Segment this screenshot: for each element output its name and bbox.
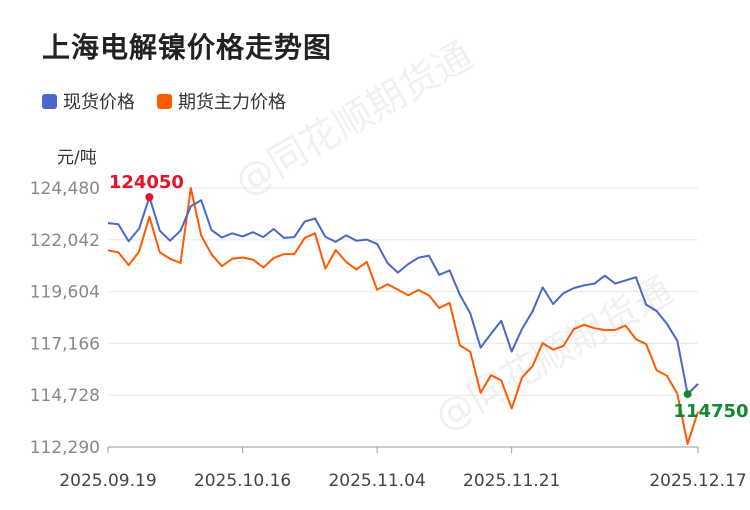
legend-item-futures[interactable]: 期货主力价格 — [157, 88, 286, 114]
legend-label-spot: 现货价格 — [63, 92, 135, 113]
y-axis-unit: 元/吨 — [57, 148, 97, 168]
y-tick-label: 112,290 — [30, 438, 100, 458]
x-tick-label: 2025.11.21 — [463, 471, 560, 491]
chart-title: 上海电解镍价格走势图 — [42, 31, 333, 64]
y-tick-label: 114,728 — [30, 386, 100, 406]
y-tick-label: 117,166 — [30, 334, 100, 354]
series-line-futures — [107, 187, 699, 445]
y-tick-label: 124,480 — [30, 179, 100, 199]
series-line-spot — [107, 196, 699, 396]
min-value-label: 114750 — [673, 401, 748, 422]
x-tick-label: 2025.10.16 — [194, 471, 291, 491]
max-value-label: 124050 — [109, 172, 184, 193]
legend-swatch-futures — [157, 93, 172, 109]
y-tick-label: 122,042 — [30, 231, 100, 251]
y-axis-ticks: 124,480 122,042 119,604 117,166 114,728 112,2… — [30, 179, 100, 458]
y-tick-label: 119,604 — [30, 283, 100, 303]
legend-label-futures: 期货主力价格 — [178, 92, 286, 113]
legend-swatch-spot — [42, 93, 57, 109]
max-point-marker — [145, 193, 154, 202]
grid-lines — [108, 187, 698, 448]
min-point-marker — [683, 390, 692, 399]
annotation-markers: 124050 114750 — [109, 172, 749, 422]
series-lines — [107, 187, 699, 445]
watermark-text: @同花顺期货通 — [227, 33, 479, 204]
legend-item-spot[interactable]: 现货价格 — [42, 88, 135, 114]
x-tick-label: 2025.11.04 — [328, 471, 425, 491]
x-tick-label: 2025.12.17 — [649, 471, 746, 491]
x-tick-label: 2025.09.19 — [59, 471, 156, 491]
legend: 现货价格 期货主力价格 — [42, 88, 286, 114]
x-axis: 2025.09.19 2025.10.16 2025.11.04 2025.11.21… — [59, 447, 747, 491]
